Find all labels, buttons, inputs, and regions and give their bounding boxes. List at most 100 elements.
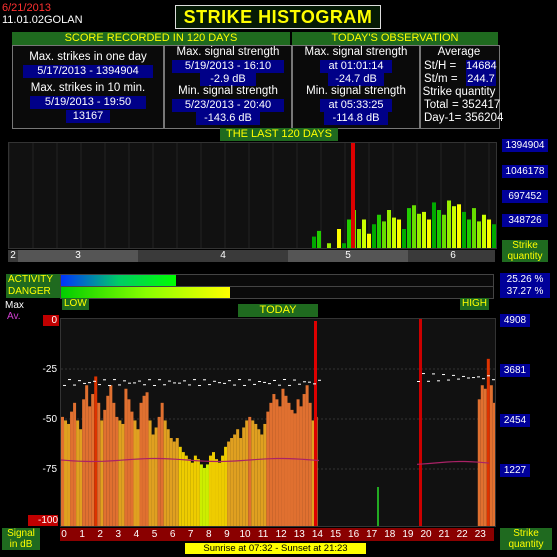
max-marker bbox=[263, 381, 266, 383]
hour-bar bbox=[202, 467, 206, 526]
week-label: 6 bbox=[450, 250, 456, 261]
score-header: SCORE RECORDED IN 120 DAYS bbox=[12, 32, 290, 45]
hour-label: 22 bbox=[456, 529, 468, 540]
today-average-panel bbox=[420, 45, 500, 129]
day-bar bbox=[402, 229, 406, 248]
day-bar bbox=[317, 230, 321, 248]
last120-bars bbox=[9, 143, 496, 248]
day-bar bbox=[347, 219, 351, 248]
hour-bar bbox=[254, 423, 258, 526]
hour-bar bbox=[302, 394, 306, 526]
hour-bar bbox=[281, 388, 285, 526]
danger-meter bbox=[60, 286, 494, 299]
hour-bar bbox=[308, 402, 312, 526]
hour-label: 21 bbox=[438, 529, 450, 540]
hour-bar bbox=[133, 420, 137, 526]
today-max-signal-time: at 01:01:14 bbox=[320, 60, 392, 73]
left-axis-25: -25 bbox=[42, 364, 57, 375]
hour-bar bbox=[166, 429, 170, 526]
hour-label: 3 bbox=[115, 529, 122, 540]
hour-bar bbox=[88, 406, 92, 526]
activity-value: 25.26 % bbox=[500, 273, 550, 286]
max-marker bbox=[432, 373, 435, 375]
week-label: 2 bbox=[10, 250, 16, 261]
max-marker bbox=[487, 375, 490, 377]
day-bar bbox=[377, 214, 381, 248]
hour-label: 20 bbox=[420, 529, 432, 540]
day-bar bbox=[432, 202, 436, 248]
week-label: 3 bbox=[18, 250, 138, 262]
last120-chart bbox=[8, 142, 497, 249]
stm-label: St/m = bbox=[424, 73, 458, 85]
hour-bar bbox=[196, 459, 200, 526]
day-bar bbox=[472, 208, 476, 248]
max-signal-value: -2.9 dB bbox=[200, 73, 256, 86]
max-marker bbox=[128, 382, 131, 384]
high-label: HIGH bbox=[460, 298, 489, 310]
page-title: STRIKE HISTOGRAM bbox=[175, 5, 381, 29]
hour-bar bbox=[130, 411, 134, 526]
hour-bar bbox=[260, 434, 264, 526]
max-marker bbox=[472, 377, 475, 379]
max-marker bbox=[138, 380, 141, 382]
hour-label: 2 bbox=[97, 529, 103, 540]
hour-label: 5 bbox=[151, 529, 158, 540]
day-bar-max bbox=[351, 143, 355, 248]
day-bar bbox=[362, 219, 366, 248]
today-chart bbox=[60, 318, 496, 527]
hour-label: 8 bbox=[206, 529, 212, 540]
max-marker bbox=[153, 385, 156, 386]
danger-fill bbox=[61, 287, 231, 298]
max-marker bbox=[78, 380, 81, 382]
last120-week-bar: 2 3 4 5 6 bbox=[8, 250, 495, 262]
hour-bar bbox=[224, 446, 228, 526]
hour-bar bbox=[109, 385, 113, 526]
max-marker bbox=[98, 384, 101, 386]
hour-label: 11 bbox=[257, 529, 269, 540]
day-bar bbox=[492, 224, 496, 248]
max-marker bbox=[143, 384, 146, 386]
hour-bar bbox=[76, 420, 80, 526]
hour-label: 4 bbox=[133, 529, 140, 540]
max-marker bbox=[83, 382, 86, 384]
hour-label: 0 bbox=[61, 529, 67, 540]
max-marker bbox=[452, 374, 455, 376]
hour-bar bbox=[299, 406, 303, 526]
hour-bar bbox=[284, 395, 288, 526]
hour-bar bbox=[275, 399, 279, 526]
min-signal-label: Min. signal strength bbox=[178, 85, 278, 97]
hour-bar bbox=[79, 429, 83, 526]
sun-times: Sunrise at 07:32 - Sunset at 21:23 bbox=[185, 543, 366, 554]
today-signal-panel bbox=[292, 45, 420, 129]
day-bar bbox=[337, 229, 341, 248]
total-value: = 352417 bbox=[452, 99, 501, 111]
hour-bar bbox=[157, 416, 161, 526]
max-marker bbox=[213, 380, 216, 382]
hour-bar bbox=[148, 420, 152, 526]
danger-label: DANGER bbox=[6, 286, 60, 298]
today-axis-2: 3681 bbox=[500, 364, 530, 377]
max-marker bbox=[118, 384, 121, 386]
max-marker bbox=[293, 379, 296, 381]
hour-bar bbox=[242, 427, 246, 526]
max-marker bbox=[492, 379, 495, 381]
hour-label: 19 bbox=[402, 529, 414, 540]
max-marker bbox=[88, 382, 91, 384]
max-marker bbox=[208, 384, 211, 386]
hour-bar bbox=[163, 420, 167, 526]
today-min-signal-time: at 05:33:25 bbox=[320, 99, 392, 112]
day-bar bbox=[327, 243, 331, 248]
left-axis-50: -50 bbox=[42, 414, 57, 425]
last120-axis-3: 697452 bbox=[502, 190, 548, 203]
hour-bar bbox=[169, 438, 173, 526]
today-max-signal-value: -24.7 dB bbox=[328, 73, 384, 86]
today-obs-header: TODAY'S OBSERVATION bbox=[292, 32, 498, 45]
max-legend: Max bbox=[5, 300, 24, 311]
day-bar bbox=[452, 206, 456, 248]
hour-label: 1 bbox=[79, 529, 85, 540]
today-min-signal-value: -114.8 dB bbox=[324, 112, 388, 125]
max-marker bbox=[158, 379, 161, 381]
activity-label: ACTIVITY bbox=[6, 274, 60, 286]
day-bar bbox=[422, 211, 426, 248]
hour-bar bbox=[290, 409, 294, 526]
